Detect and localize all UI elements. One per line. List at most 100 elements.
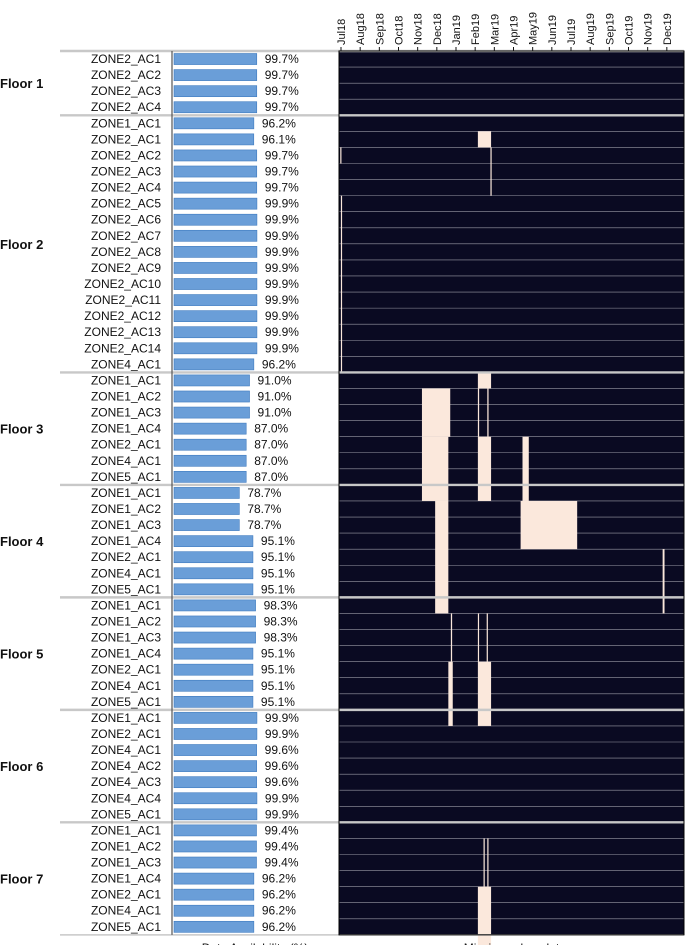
zone-label: ZONE1_AC3 <box>91 856 161 870</box>
missing-value-gap <box>522 436 529 501</box>
availability-bar <box>173 374 250 387</box>
availability-bar <box>173 695 254 708</box>
availability-bar <box>173 615 256 628</box>
availability-value-label: 98.3% <box>264 598 298 612</box>
zone-label: ZONE4_AC2 <box>91 759 161 773</box>
missing-value-gap <box>477 388 480 437</box>
floor-label: Floor 2 <box>0 237 43 252</box>
zone-label: ZONE2_AC10 <box>84 277 161 291</box>
availability-bar <box>173 406 250 419</box>
availability-value-label: 99.9% <box>265 341 299 355</box>
availability-value-label: 99.9% <box>265 711 299 725</box>
availability-value-label: 95.1% <box>261 695 295 709</box>
availability-value-label: 99.4% <box>265 839 299 853</box>
availability-value-label: 99.6% <box>265 775 299 789</box>
zone-label: ZONE2_AC3 <box>91 84 161 98</box>
availability-bar <box>173 728 258 740</box>
availability-value-label: 96.2% <box>262 116 296 130</box>
availability-bar <box>173 551 254 564</box>
missing-value-gap <box>483 838 485 887</box>
availability-bar <box>173 422 247 435</box>
availability-value-label: 99.7% <box>265 181 299 195</box>
bar-axis-title: Data Availability (%) <box>202 941 309 945</box>
availability-bar <box>173 647 254 660</box>
zone-label: ZONE4_AC1 <box>91 566 161 580</box>
availability-bar <box>173 744 257 756</box>
availability-value-label: 91.0% <box>258 373 292 387</box>
missing-value-gap <box>520 500 578 550</box>
availability-value-label: 78.7% <box>247 486 281 500</box>
zone-label: ZONE1_AC1 <box>91 486 161 500</box>
availability-value-label: 78.7% <box>247 518 281 532</box>
month-label: Aug18 <box>355 13 367 45</box>
availability-value-label: 99.9% <box>265 791 299 805</box>
availability-bar <box>173 487 240 499</box>
zone-label: ZONE2_AC1 <box>91 727 161 741</box>
availability-bar <box>173 888 255 901</box>
missing-value-gap <box>421 388 451 437</box>
zone-label: ZONE2_AC8 <box>91 245 161 259</box>
zone-label: ZONE1_AC2 <box>91 839 161 853</box>
availability-value-label: 99.7% <box>265 148 299 162</box>
missing-value-gap <box>477 436 492 501</box>
availability-bar <box>173 358 255 371</box>
availability-value-label: 96.2% <box>262 888 296 902</box>
zone-label: ZONE1_AC1 <box>91 823 161 837</box>
missing-value-gap <box>662 549 665 614</box>
zone-label: ZONE2_AC2 <box>91 148 161 162</box>
zone-label: ZONE4_AC1 <box>91 357 161 371</box>
availability-bar <box>173 454 247 467</box>
missing-value-gap <box>477 372 492 389</box>
missing-value-gap <box>450 613 453 662</box>
availability-value-label: 98.3% <box>264 614 298 628</box>
month-label: Mar19 <box>489 14 501 45</box>
zone-label: ZONE5_AC1 <box>91 695 161 709</box>
missing-value-gap <box>487 388 489 437</box>
floor-label: Floor 7 <box>0 872 43 887</box>
availability-bar <box>173 197 258 210</box>
availability-value-label: 87.0% <box>254 470 288 484</box>
availability-value-label: 99.7% <box>265 52 299 66</box>
availability-value-label: 95.1% <box>261 550 295 564</box>
month-label: Oct19 <box>624 16 636 45</box>
zone-label: ZONE4_AC4 <box>91 791 161 805</box>
zone-label: ZONE1_AC1 <box>91 373 161 387</box>
availability-bar <box>173 165 258 178</box>
floor-label: Floor 3 <box>0 422 43 437</box>
zone-label: ZONE4_AC1 <box>91 454 161 468</box>
availability-value-label: 99.7% <box>265 165 299 179</box>
availability-bar <box>173 808 258 821</box>
availability-value-label: 99.6% <box>265 743 299 757</box>
month-label: Feb19 <box>470 14 482 45</box>
zone-label: ZONE2_AC9 <box>91 261 161 275</box>
month-label: Oct18 <box>394 16 406 45</box>
availability-bar <box>173 567 254 580</box>
availability-value-label: 98.3% <box>264 631 298 645</box>
missing-value-gap <box>477 613 480 662</box>
zone-label: ZONE2_AC2 <box>91 68 161 82</box>
availability-bar <box>173 262 258 274</box>
month-label: Dec19 <box>662 13 674 45</box>
month-label: Jul19 <box>566 19 578 45</box>
availability-value-label: 99.9% <box>265 293 299 307</box>
zone-label: ZONE1_AC1 <box>91 598 161 612</box>
availability-value-label: 99.7% <box>265 84 299 98</box>
availability-value-label: 99.9% <box>265 727 299 741</box>
availability-bar <box>173 213 258 226</box>
heatmap-axis-title: Missing value plot <box>464 941 560 945</box>
availability-bar <box>173 342 258 355</box>
zone-label: ZONE2_AC13 <box>84 325 161 339</box>
zone-label: ZONE2_AC7 <box>91 229 161 243</box>
availability-value-label: 99.6% <box>265 759 299 773</box>
availability-value-label: 95.1% <box>261 566 295 580</box>
missing-value-gap <box>486 613 488 662</box>
availability-bar <box>173 326 258 339</box>
availability-value-label: 95.1% <box>261 582 295 596</box>
zone-label: ZONE2_AC4 <box>91 181 161 195</box>
availability-bar <box>173 663 254 676</box>
availability-value-label: 99.9% <box>265 245 299 259</box>
month-label: Jul18 <box>336 19 348 45</box>
zone-label: ZONE2_AC1 <box>91 132 161 146</box>
month-label: Jun19 <box>547 15 559 45</box>
